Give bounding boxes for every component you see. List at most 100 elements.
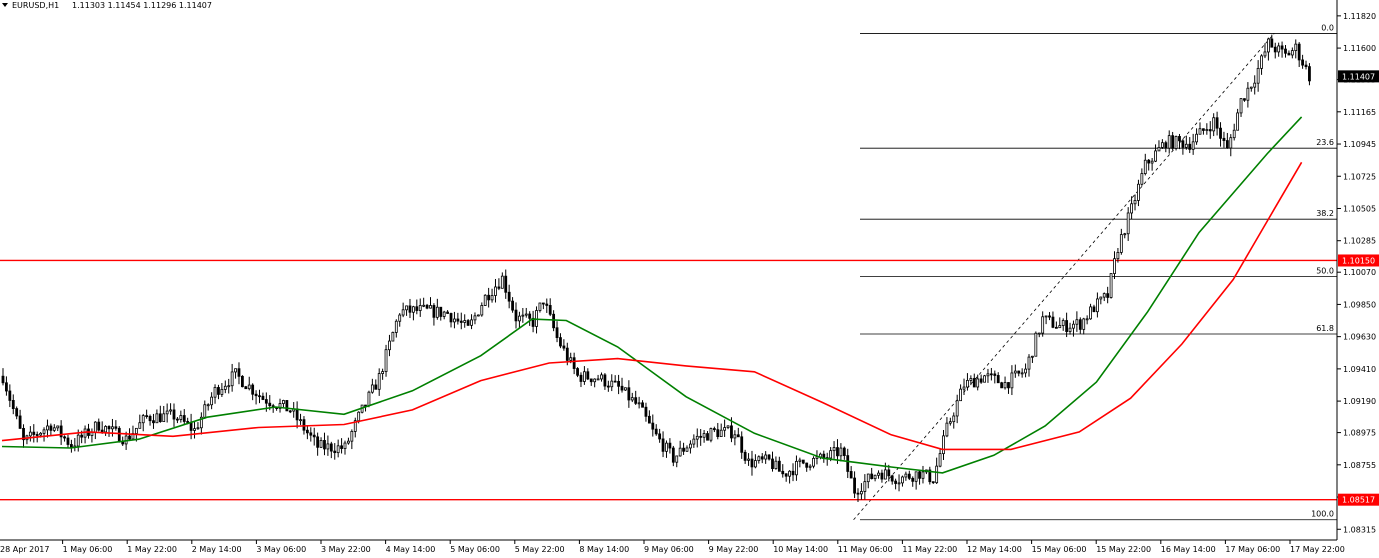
candle [1143, 153, 1147, 176]
candle [1225, 132, 1229, 149]
candle [1301, 54, 1304, 69]
fib-level-label: 38.2 [1316, 209, 1334, 218]
candle [470, 314, 473, 330]
candle [1037, 332, 1041, 338]
candlesticks [1, 34, 1311, 503]
candle [849, 466, 853, 479]
candle [1133, 194, 1137, 211]
dropdown-triangle-icon[interactable] [2, 3, 8, 7]
candle [1007, 382, 1010, 394]
candle [422, 297, 426, 308]
candle [360, 404, 364, 414]
candle [511, 297, 514, 313]
candle [1164, 140, 1168, 153]
fib-diagonal[interactable] [853, 33, 1275, 521]
candle [832, 441, 836, 459]
candle [494, 278, 497, 303]
candle [620, 377, 624, 393]
candle [586, 368, 590, 381]
candle [152, 413, 155, 429]
time-tick-label: 3 May 22:00 [321, 545, 371, 554]
candle [668, 438, 672, 454]
candle [223, 380, 227, 394]
time-tick-label: 17 May 06:00 [1225, 545, 1280, 554]
time-tick-label: 15 May 22:00 [1096, 545, 1151, 554]
candle [1195, 128, 1198, 145]
candle [1096, 292, 1099, 318]
candle [777, 456, 781, 472]
candle [692, 434, 696, 448]
candle [1184, 135, 1188, 150]
candle [678, 440, 682, 457]
candle [1031, 355, 1034, 363]
candle [1044, 315, 1048, 325]
candle [1212, 113, 1216, 137]
fib-level-label: 50.0 [1316, 267, 1334, 276]
candle [596, 374, 600, 381]
time-tick-label: 17 May 22:00 [1290, 545, 1345, 554]
candle [1106, 286, 1110, 304]
candle [1273, 42, 1277, 59]
candle [1024, 363, 1027, 378]
candle [1150, 158, 1154, 171]
time-axis[interactable]: 28 Apr 2017 1 May 06:00 1 May 22:00 2 May 1… [0, 540, 1345, 554]
candle [654, 424, 658, 436]
candle [757, 455, 761, 464]
candle [942, 429, 945, 460]
fibonacci-trend-line[interactable] [853, 33, 1275, 521]
candle [945, 417, 949, 438]
candle [921, 465, 925, 484]
candle [1297, 42, 1301, 67]
candle [1154, 144, 1157, 163]
candle [415, 299, 419, 315]
candle [251, 383, 255, 401]
candle [1191, 133, 1195, 155]
candle [141, 413, 145, 432]
candle [340, 438, 343, 454]
fib-level-label: 61.8 [1316, 324, 1334, 333]
candle [747, 453, 750, 466]
candle [347, 437, 350, 445]
candle [282, 399, 285, 408]
candle [8, 384, 12, 408]
candle [1113, 251, 1116, 280]
candle [401, 302, 405, 318]
candle [914, 471, 918, 490]
candle [1157, 140, 1161, 152]
price-label-text: 1.08517 [1342, 496, 1375, 505]
candle [538, 302, 542, 313]
candle [278, 398, 282, 413]
candle [723, 419, 727, 437]
candle [767, 454, 771, 461]
candle [1294, 39, 1298, 59]
candle [285, 400, 289, 412]
candle [784, 473, 788, 482]
fibonacci-levels[interactable]: 0.0 23.6 38.2 50.0 61.8 100.0 [860, 23, 1337, 521]
candle [969, 375, 973, 386]
candle [466, 319, 470, 326]
candle [839, 443, 843, 462]
candle [808, 464, 812, 471]
candle [624, 387, 627, 391]
candle [647, 410, 651, 424]
candle [1068, 322, 1072, 335]
candle [234, 368, 237, 379]
candle [210, 392, 214, 410]
price-tick-label: 1.11820 [1343, 12, 1376, 21]
candle [1058, 317, 1062, 329]
candle [138, 414, 142, 429]
fib-level-label: 100.0 [1311, 510, 1334, 519]
time-tick-label: 12 May 14:00 [967, 545, 1022, 554]
candle [59, 420, 63, 445]
candle [473, 312, 477, 325]
candle [418, 298, 422, 317]
candle [49, 423, 53, 436]
candle [856, 488, 860, 503]
candle [651, 414, 655, 437]
candle [411, 305, 415, 321]
candle [1072, 320, 1075, 337]
price-tick-label: 1.10945 [1343, 140, 1376, 149]
candle [702, 430, 706, 443]
candle [1140, 168, 1144, 186]
